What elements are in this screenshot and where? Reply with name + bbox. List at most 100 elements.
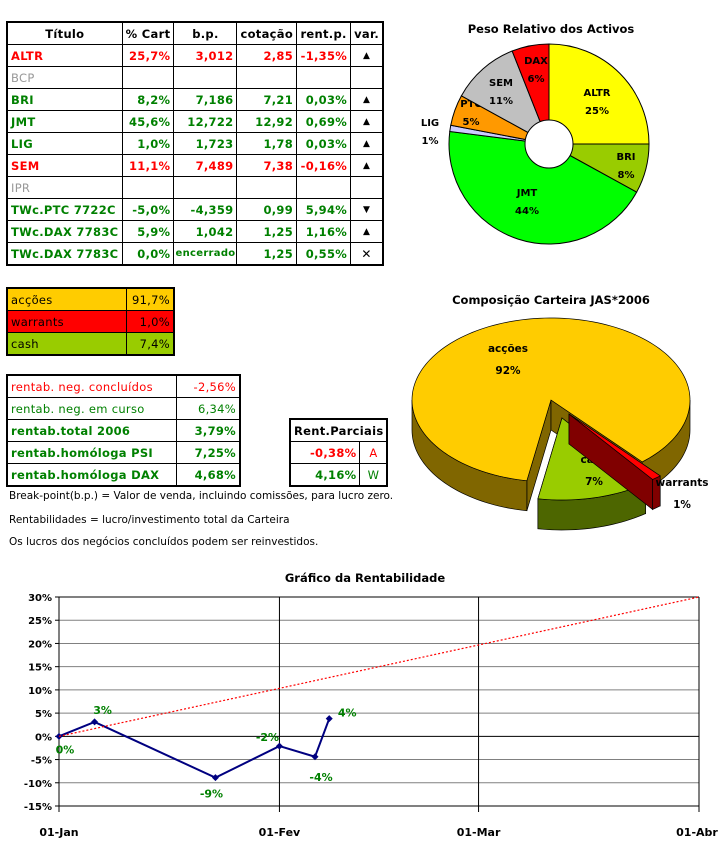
note-rentabilidades: Rentabilidades = lucro/investimento tota… — [9, 514, 290, 526]
returns-value: 3,79% — [176, 419, 241, 442]
partial-tag: A — [359, 441, 388, 464]
data-point-marker — [311, 753, 319, 761]
pie-label: ALTR — [584, 88, 611, 99]
table-row[interactable]: SEM 11,1% 7,489 7,38 -0,16% ▲ — [6, 154, 384, 177]
y-tick-label: 0% — [35, 732, 52, 743]
column-header: b.p. — [173, 21, 238, 45]
table-row[interactable]: IPR — [6, 176, 384, 199]
y-tick-label: 15% — [28, 663, 52, 674]
composition-row: warrants 1,0% — [6, 310, 175, 333]
data-label: -9% — [200, 788, 223, 801]
note-lucros: Os lucros dos negócios concluídos podem … — [9, 536, 319, 548]
cell-cart: 25,7% — [121, 44, 175, 67]
cell-cotacao: 2,85 — [236, 44, 298, 67]
table-row[interactable]: TWc.DAX 7783C 0,0% encerrado 1,25 0,55% ✕ — [6, 242, 384, 266]
composition-table: acções 91,7% warrants 1,0% cash 7,4% — [6, 287, 175, 356]
data-point-marker — [275, 742, 283, 750]
partial-value: 4,16% — [289, 463, 361, 487]
table-row[interactable]: BCP — [6, 66, 384, 89]
target-line — [58, 596, 700, 737]
composition-label: cash — [6, 332, 127, 356]
column-header: % Cart — [121, 21, 175, 45]
pie-label: JMT — [516, 188, 538, 199]
cell-bp: 1,042 — [173, 220, 238, 243]
note-breakpoint: Break-point(b.p.) = Valor de venda, incl… — [9, 490, 394, 502]
line-rentabilidade: 30% 25% 20% 15% 10% 5% 0% -5% -10% -15% 01-Jan 01-F… — [24, 593, 719, 839]
pie-label: LIG — [421, 118, 439, 129]
pie-slice-dax — [511, 43, 550, 145]
pie-value-label: 1% — [422, 136, 439, 147]
pie-label: BRI — [616, 152, 635, 163]
cell-bp: -4,359 — [173, 198, 238, 221]
y-tick-label: 20% — [28, 639, 52, 650]
pie-value-label: 11% — [489, 96, 513, 107]
return-line — [58, 718, 331, 779]
composition-row: acções 91,7% — [6, 287, 175, 311]
returns-value: 4,68% — [176, 463, 241, 487]
data-label: -2% — [256, 731, 279, 744]
x-tick-label: 01-Abr — [676, 826, 718, 839]
donut-hole — [524, 119, 574, 169]
composition-row: cash 7,4% — [6, 332, 175, 356]
x-tick-label: 01-Jan — [39, 826, 78, 839]
cell-rent: 0,69% — [296, 110, 352, 133]
pie3d-slice-acções — [411, 317, 691, 482]
y-tick-label: 30% — [28, 593, 52, 604]
var-up-icon: ▲ — [350, 220, 384, 243]
pie3d-value-label: 7% — [585, 476, 603, 488]
cell-rent: -1,35% — [296, 44, 352, 67]
table-row[interactable]: BRI 8,2% 7,186 7,21 0,03% ▲ — [6, 88, 384, 111]
returns-row: rentab. neg. concluídos -2,56% — [6, 374, 241, 398]
y-tick-label: 10% — [28, 686, 52, 697]
y-tick-label: 25% — [28, 616, 52, 627]
cell-cart: 45,6% — [121, 110, 175, 133]
composition-value: 7,4% — [126, 332, 175, 356]
pie1-title: Peso Relativo dos Activos — [468, 22, 635, 36]
data-point-marker — [211, 774, 219, 782]
returns-row: rentab.homóloga PSI 7,25% — [6, 441, 241, 464]
pie-value-label: 5% — [463, 117, 480, 128]
cell-bp: 1,723 — [173, 132, 238, 155]
data-label: 3% — [93, 704, 112, 717]
cell-bp: encerrado — [173, 242, 238, 266]
composition-value: 1,0% — [126, 310, 175, 333]
pie-label: SEM — [489, 78, 513, 89]
returns-table: rentab. neg. concluídos -2,56% rentab. neg… — [6, 374, 241, 487]
pie-value-label: 25% — [585, 106, 609, 117]
partial-row: 4,16% W — [289, 463, 388, 487]
returns-label: rentab. neg. em curso — [6, 397, 177, 420]
cell-rent: 0,55% — [296, 242, 352, 266]
pie-value-label: 44% — [515, 206, 539, 217]
partial-returns-table: Rent.Parciais -0,38% A 4,16% W — [289, 418, 389, 487]
table-row[interactable]: ALTR 25,7% 3,012 2,85 -1,35% ▲ — [6, 44, 384, 67]
y-tick-label: 5% — [35, 709, 52, 720]
column-header: var. — [350, 21, 384, 45]
pie3d-value-label: 92% — [495, 365, 521, 377]
data-label: 0% — [56, 743, 75, 756]
cell-titulo: TWc.DAX 7783C — [6, 242, 123, 266]
cell-cart: -5,0% — [121, 198, 175, 221]
data-label: 4% — [338, 707, 357, 720]
returns-row: rentab.homóloga DAX 4,68% — [6, 463, 241, 487]
pie3d-label: acções — [488, 343, 528, 355]
pie-slice-sem — [460, 50, 550, 146]
pie3d-label: warrants — [656, 477, 709, 489]
pie2-title: Composição Carteira JAS*2006 — [452, 293, 650, 307]
partial-tag: W — [359, 463, 388, 487]
pie-slice-altr — [548, 43, 650, 145]
composition-label: warrants — [6, 310, 127, 333]
composition-value: 91,7% — [126, 287, 175, 311]
var-closed-icon: ✕ — [350, 242, 384, 266]
table-row[interactable]: TWc.DAX 7783C 5,9% 1,042 1,25 1,16% ▲ — [6, 220, 384, 243]
pie-label: PTC — [460, 99, 482, 110]
table-row[interactable]: TWc.PTC 7722C -5,0% -4,359 0,99 5,94% ▼ — [6, 198, 384, 221]
y-tick-label: -10% — [24, 779, 52, 790]
partial-row: -0,38% A — [289, 441, 388, 464]
pie-value-label: 6% — [528, 74, 545, 85]
column-header: rent.p. — [296, 21, 352, 45]
holdings-table: Título% Cart b.p. cotação rent.p. var. ALTR 25… — [6, 21, 384, 266]
data-label: -4% — [309, 771, 332, 784]
pie-peso-relativo: ALTR 25% BRI 8% JMT 44% LIG 1% PTC 5% SEM 11% DAX 6% — [421, 43, 650, 245]
cell-titulo: TWc.PTC 7722C — [6, 198, 123, 221]
